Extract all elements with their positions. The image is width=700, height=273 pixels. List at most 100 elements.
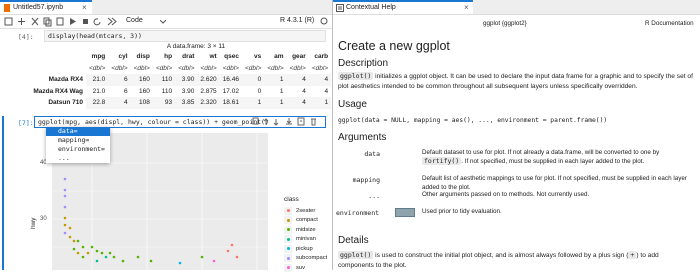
- argument-description: Default list of aesthetic mappings to us…: [422, 174, 694, 192]
- toolbar: Code R 4.3.1 (R): [0, 15, 332, 29]
- table-cell: 4: [286, 74, 309, 86]
- table-cell: 6: [108, 74, 131, 86]
- cell-input[interactable]: display(head(mtcars, 3)): [44, 30, 326, 42]
- table-cell: 0: [257, 87, 262, 95]
- argument-input: [395, 208, 415, 217]
- table-cell: 1: [264, 74, 287, 86]
- column-type: <dbl>: [244, 64, 262, 72]
- legend-dot: [286, 237, 290, 241]
- completion-item[interactable]: data=: [46, 127, 110, 136]
- inline-code: +: [628, 251, 637, 259]
- notebook-panel: Untitled57.ipynb × Code R 4.3.1 (R) [4]:…: [0, 0, 332, 273]
- legend-swatch: [284, 235, 292, 244]
- legend-item: suv: [284, 263, 327, 273]
- dropdown-caret: [160, 20, 166, 24]
- section-heading: Description: [338, 58, 389, 69]
- completion-item[interactable]: environment=: [58, 145, 105, 153]
- help-panel: Contextual Help × ggplot {ggplot2} R Doc…: [332, 0, 700, 270]
- text: initializes a ggplot object. It can be u…: [338, 73, 693, 90]
- header-row: mpg cyl disp hp drat wt qsec vs am gear carb: [18, 51, 331, 63]
- legend-item: subcompact: [284, 254, 327, 264]
- corner-cell: [18, 63, 86, 75]
- y-tick-label: 30: [40, 216, 47, 222]
- row-name: Datsun 710: [48, 99, 83, 107]
- help-tab[interactable]: Contextual Help ×: [333, 0, 473, 14]
- cell-prompt: [7]:: [18, 119, 34, 127]
- tab-title: Contextual Help: [346, 4, 396, 11]
- tab-close[interactable]: ×: [82, 3, 87, 12]
- table-cell: 110: [152, 74, 176, 86]
- plot-canvas: [52, 133, 268, 270]
- table-caption: A data.frame: 3 × 11: [166, 43, 226, 50]
- table-cell: 1: [279, 87, 284, 95]
- column-type: <dbl>: [133, 64, 150, 72]
- kernel-status: [320, 17, 328, 25]
- help-source: R Documentation: [645, 20, 694, 27]
- legend-dot: [286, 209, 290, 213]
- tab-close[interactable]: ×: [464, 3, 469, 12]
- table-cell: 160: [138, 87, 150, 95]
- table-cell: 1: [308, 97, 332, 109]
- usage-code: ggplot(data = NULL, mapping = aes(), ...…: [338, 117, 608, 124]
- column-header: vs: [254, 53, 262, 61]
- table-cell: 160: [130, 74, 153, 86]
- text: . If not specified, must be supplied in …: [461, 158, 645, 165]
- table-cell: 108: [130, 97, 153, 109]
- legend-label: subcompact: [296, 255, 328, 262]
- tab-bar: Contextual Help ×: [333, 0, 700, 15]
- column-header: disp: [136, 53, 150, 61]
- column-header: hp: [164, 53, 173, 61]
- table-cell: 17.02: [222, 87, 239, 95]
- table-cell: 2.320: [197, 97, 220, 109]
- description: ggplot() initializes a ggplot object. It…: [338, 71, 694, 92]
- data-frame-table: mpg cyl disp hp drat wt qsec vs am gear carb <dbl> <…: [18, 51, 332, 109]
- legend-dot: [286, 256, 290, 260]
- legend-swatch: [284, 206, 292, 215]
- legend-swatch: [284, 244, 292, 253]
- toolbar-icons[interactable]: [4, 17, 124, 27]
- type-row: <dbl> <dbl> <dbl> <dbl> <dbl> <dbl> <dbl> <dbl>…: [18, 63, 331, 75]
- help-title: Create a new ggplot: [338, 39, 450, 53]
- inline-code: ggplot(): [338, 72, 374, 80]
- legend-label: suv: [296, 264, 306, 271]
- completion-item[interactable]: ...: [58, 154, 70, 162]
- column-header: gear: [292, 53, 306, 61]
- legend: 2seater compact midsize minivan pickup subcom…: [284, 206, 327, 273]
- cell-toolbar[interactable]: [252, 117, 326, 127]
- table-cell: 4: [108, 97, 131, 109]
- column-header: qsec: [224, 53, 239, 61]
- legend-label: compact: [296, 217, 318, 224]
- table-cell: 2.620: [197, 74, 220, 86]
- legend-dot: [286, 228, 290, 232]
- table-cell: 4: [308, 74, 332, 86]
- text: Default list of aesthetic mappings to us…: [422, 175, 687, 191]
- plot-grid: [52, 133, 268, 270]
- cell-prompt: [4]:: [18, 33, 34, 41]
- kernel-name[interactable]: R 4.3.1 (R): [280, 17, 315, 24]
- cell-type-select[interactable]: Code: [126, 17, 143, 24]
- column-type: <dbl>: [155, 64, 173, 72]
- table-cell: 18.61: [219, 97, 242, 109]
- table-cell: 1: [241, 97, 265, 109]
- legend-item: minivan: [284, 235, 327, 245]
- column-header: drat: [182, 53, 195, 61]
- column-type: <dbl>: [111, 64, 128, 72]
- text: Used prior to tidy evaluation.: [422, 208, 502, 215]
- argument-name: ...: [368, 192, 380, 200]
- text: Default dataset to use for plot. If not …: [422, 149, 660, 156]
- legend-dot: [286, 266, 290, 270]
- argument-name: mapping: [352, 176, 380, 184]
- column-type: <dbl>: [311, 64, 329, 72]
- legend-label: midsize: [296, 226, 316, 233]
- table-cell: 21.0: [92, 87, 106, 95]
- corner-cell: [18, 51, 86, 63]
- notebook-tab[interactable]: Untitled57.ipynb ×: [0, 0, 92, 14]
- table-row: Mazda RX4 Wag 21.0 6 160 110 3.90 2.875 17.02 0 1…: [18, 86, 331, 98]
- column-header: carb: [314, 53, 329, 61]
- inline-code: ggplot(): [338, 251, 374, 259]
- completion-item[interactable]: mapping=: [58, 136, 90, 144]
- tab-bar: Untitled57.ipynb ×: [0, 0, 332, 15]
- active-cell-bar: [2, 116, 4, 270]
- help-topic: ggplot {ggplot2}: [483, 20, 527, 27]
